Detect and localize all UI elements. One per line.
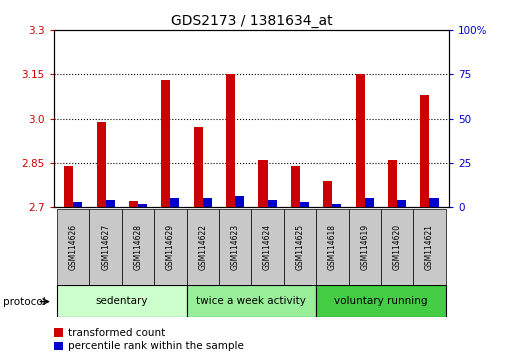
Bar	[316, 285, 446, 317]
Bar	[170, 198, 180, 207]
Bar	[219, 209, 251, 285]
Text: GSM114627: GSM114627	[101, 224, 110, 270]
Bar	[420, 95, 429, 207]
Bar	[397, 200, 406, 207]
Bar	[187, 285, 316, 317]
Bar	[284, 209, 316, 285]
Text: sedentary: sedentary	[95, 296, 148, 306]
Text: percentile rank within the sample: percentile rank within the sample	[68, 341, 244, 351]
Text: GSM114620: GSM114620	[392, 224, 402, 270]
Text: twice a week activity: twice a week activity	[196, 296, 306, 306]
Bar	[316, 209, 348, 285]
Text: GSM114624: GSM114624	[263, 224, 272, 270]
Text: GSM114622: GSM114622	[199, 224, 207, 270]
Bar	[64, 166, 73, 207]
Text: GSM114621: GSM114621	[425, 224, 434, 270]
Text: GSM114628: GSM114628	[133, 224, 143, 270]
Text: GSM114626: GSM114626	[69, 224, 78, 270]
Bar	[226, 74, 235, 207]
Title: GDS2173 / 1381634_at: GDS2173 / 1381634_at	[170, 14, 332, 28]
Bar	[162, 80, 170, 207]
Bar	[268, 200, 277, 207]
Bar	[129, 201, 138, 207]
Bar	[251, 209, 284, 285]
Bar	[138, 204, 147, 207]
Text: GSM114618: GSM114618	[328, 224, 337, 270]
Text: transformed count: transformed count	[68, 328, 165, 338]
Bar	[235, 196, 244, 207]
Text: GSM114623: GSM114623	[231, 224, 240, 270]
Bar	[203, 198, 212, 207]
Bar	[194, 127, 203, 207]
Bar	[57, 209, 89, 285]
Bar	[57, 285, 187, 317]
Bar	[348, 209, 381, 285]
Text: GSM114619: GSM114619	[360, 224, 369, 270]
Text: GSM114629: GSM114629	[166, 224, 175, 270]
Bar	[291, 166, 300, 207]
Text: voluntary running: voluntary running	[334, 296, 428, 306]
Bar	[332, 204, 341, 207]
Bar	[413, 209, 446, 285]
Bar	[89, 209, 122, 285]
Bar	[73, 202, 83, 207]
Bar	[356, 74, 365, 207]
Bar	[323, 181, 332, 207]
Bar	[300, 202, 309, 207]
Bar	[154, 209, 187, 285]
Bar	[96, 121, 106, 207]
Bar	[259, 160, 268, 207]
Text: GSM114625: GSM114625	[295, 224, 304, 270]
Bar	[381, 209, 413, 285]
Bar	[122, 209, 154, 285]
Bar	[365, 198, 374, 207]
Bar	[106, 200, 115, 207]
Bar	[388, 160, 397, 207]
Bar	[429, 198, 439, 207]
Bar	[187, 209, 219, 285]
Text: protocol: protocol	[3, 297, 45, 307]
